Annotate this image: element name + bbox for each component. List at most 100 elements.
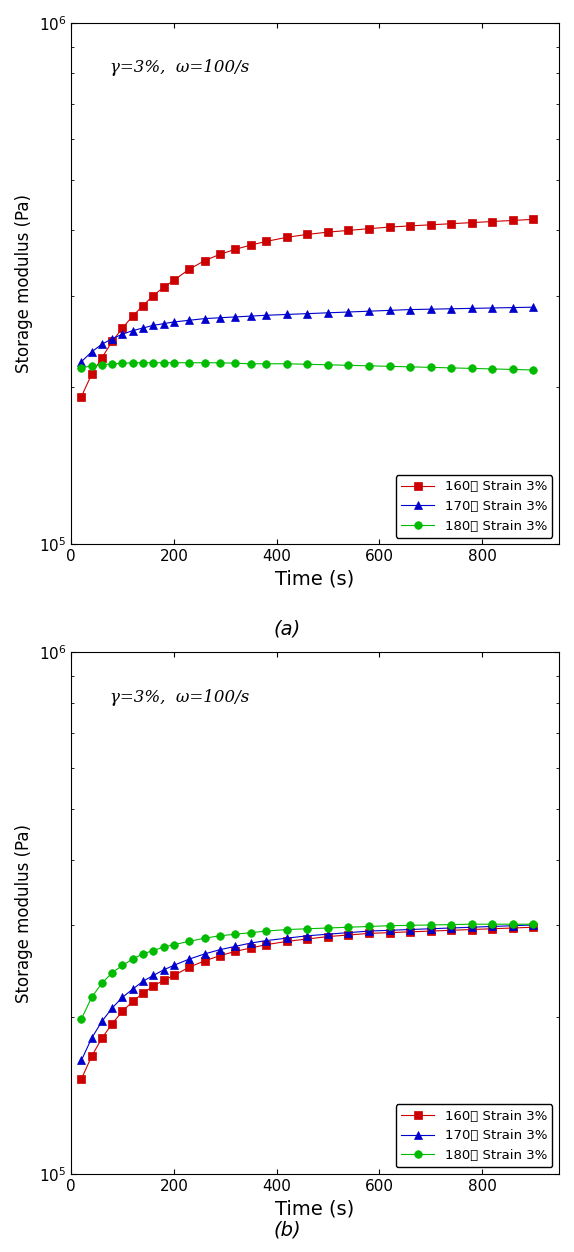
180도 Strain 3%	[129, 356, 136, 371]
180도 Strain 3%	[170, 938, 177, 953]
160도 Strain 3%	[448, 923, 455, 938]
Line: 180도 Strain 3%: 180도 Strain 3%	[77, 359, 537, 374]
160도 Strain 3%	[99, 1030, 106, 1045]
Legend: 160도 Strain 3%, 170도 Strain 3%, 180도 Strain 3%: 160도 Strain 3%, 170도 Strain 3%, 180도 Str…	[396, 475, 552, 538]
160도 Strain 3%	[427, 924, 434, 939]
180도 Strain 3%	[232, 926, 239, 942]
160도 Strain 3%	[201, 253, 208, 268]
180도 Strain 3%	[509, 916, 516, 931]
160도 Strain 3%	[129, 994, 136, 1009]
170도 Strain 3%	[284, 930, 290, 945]
170도 Strain 3%	[489, 300, 496, 316]
160도 Strain 3%	[324, 224, 331, 239]
170도 Strain 3%	[263, 308, 270, 323]
180도 Strain 3%	[150, 356, 157, 371]
170도 Strain 3%	[88, 1030, 95, 1045]
160도 Strain 3%	[284, 934, 290, 949]
180도 Strain 3%	[247, 925, 254, 940]
180도 Strain 3%	[386, 918, 393, 933]
160도 Strain 3%	[304, 227, 311, 242]
170도 Strain 3%	[247, 935, 254, 950]
180도 Strain 3%	[489, 362, 496, 377]
170도 Strain 3%	[216, 943, 223, 958]
180도 Strain 3%	[530, 363, 537, 378]
170도 Strain 3%	[366, 304, 373, 319]
170도 Strain 3%	[530, 299, 537, 314]
180도 Strain 3%	[468, 916, 475, 931]
170도 Strain 3%	[160, 963, 167, 978]
160도 Strain 3%	[139, 985, 146, 1000]
170도 Strain 3%	[78, 354, 85, 369]
160도 Strain 3%	[386, 219, 393, 234]
170도 Strain 3%	[324, 926, 331, 942]
170도 Strain 3%	[304, 307, 311, 322]
180도 Strain 3%	[119, 356, 126, 371]
180도 Strain 3%	[448, 916, 455, 931]
Line: 160도 Strain 3%: 160도 Strain 3%	[77, 924, 537, 1083]
160도 Strain 3%	[108, 334, 115, 349]
180도 Strain 3%	[366, 919, 373, 934]
180도 Strain 3%	[324, 920, 331, 935]
180도 Strain 3%	[427, 918, 434, 933]
170도 Strain 3%	[366, 924, 373, 939]
160도 Strain 3%	[201, 953, 208, 968]
180도 Strain 3%	[160, 356, 167, 371]
160도 Strain 3%	[78, 1072, 85, 1087]
180도 Strain 3%	[201, 356, 208, 371]
170도 Strain 3%	[99, 337, 106, 352]
160도 Strain 3%	[88, 1049, 95, 1064]
180도 Strain 3%	[345, 358, 352, 373]
180도 Strain 3%	[150, 943, 157, 958]
160도 Strain 3%	[489, 214, 496, 229]
170도 Strain 3%	[530, 918, 537, 933]
180도 Strain 3%	[427, 359, 434, 374]
180도 Strain 3%	[489, 916, 496, 931]
Text: (a): (a)	[273, 620, 301, 639]
160도 Strain 3%	[530, 212, 537, 227]
170도 Strain 3%	[150, 968, 157, 983]
160도 Strain 3%	[216, 948, 223, 963]
160도 Strain 3%	[263, 234, 270, 249]
170도 Strain 3%	[216, 310, 223, 326]
180도 Strain 3%	[509, 362, 516, 377]
160도 Strain 3%	[170, 273, 177, 288]
160도 Strain 3%	[160, 280, 167, 295]
180도 Strain 3%	[406, 918, 413, 933]
170도 Strain 3%	[186, 952, 193, 967]
170도 Strain 3%	[139, 321, 146, 336]
170도 Strain 3%	[468, 300, 475, 316]
160도 Strain 3%	[129, 308, 136, 323]
Text: γ=3%,  ω=100/s: γ=3%, ω=100/s	[110, 59, 249, 76]
180도 Strain 3%	[304, 357, 311, 372]
160도 Strain 3%	[345, 928, 352, 943]
160도 Strain 3%	[509, 213, 516, 228]
160도 Strain 3%	[366, 222, 373, 237]
160도 Strain 3%	[150, 288, 157, 303]
160도 Strain 3%	[448, 217, 455, 232]
Line: 170도 Strain 3%: 170도 Strain 3%	[77, 303, 537, 366]
170도 Strain 3%	[108, 332, 115, 347]
180도 Strain 3%	[186, 934, 193, 949]
180도 Strain 3%	[345, 920, 352, 935]
170도 Strain 3%	[88, 344, 95, 359]
160도 Strain 3%	[386, 925, 393, 940]
160도 Strain 3%	[284, 230, 290, 245]
160도 Strain 3%	[247, 940, 254, 955]
170도 Strain 3%	[186, 313, 193, 328]
180도 Strain 3%	[468, 361, 475, 376]
170도 Strain 3%	[324, 305, 331, 321]
Legend: 160도 Strain 3%, 170도 Strain 3%, 180도 Strain 3%: 160도 Strain 3%, 170도 Strain 3%, 180도 Str…	[396, 1104, 552, 1167]
180도 Strain 3%	[284, 921, 290, 936]
160도 Strain 3%	[489, 921, 496, 936]
170도 Strain 3%	[150, 318, 157, 333]
180도 Strain 3%	[88, 990, 95, 1005]
180도 Strain 3%	[119, 958, 126, 973]
Y-axis label: Storage modulus (Pa): Storage modulus (Pa)	[15, 194, 33, 373]
160도 Strain 3%	[99, 351, 106, 366]
160도 Strain 3%	[186, 959, 193, 974]
180도 Strain 3%	[160, 940, 167, 955]
180도 Strain 3%	[88, 358, 95, 373]
160도 Strain 3%	[78, 389, 85, 404]
180도 Strain 3%	[324, 357, 331, 372]
160도 Strain 3%	[119, 321, 126, 336]
